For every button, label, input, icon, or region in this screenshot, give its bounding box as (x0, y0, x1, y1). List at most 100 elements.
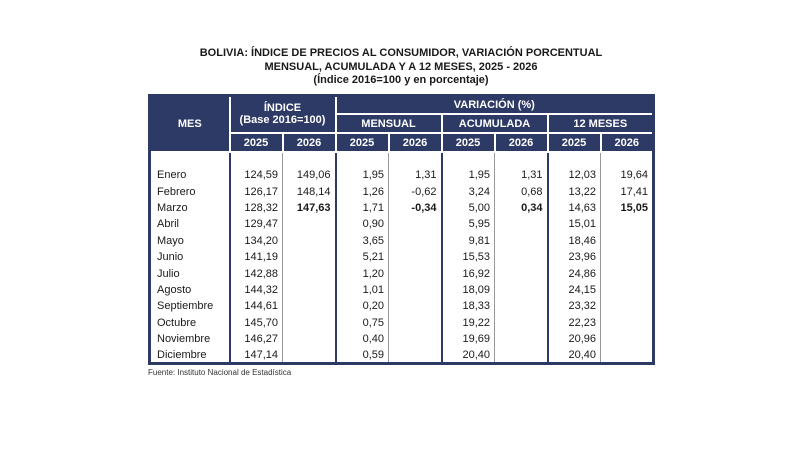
table-row: Diciembre 147,14 0,59 20,40 20,40 (149, 347, 654, 364)
header-acumulada: ACUMULADA (440, 113, 549, 134)
spacer-cell (229, 152, 283, 167)
cell-acumulada_2026 (494, 330, 549, 348)
table-header: MES ÍNDICE (Base 2016=100) VARIACIÓN (%)… (148, 94, 655, 153)
cell-indice_2026: 147,63 (282, 199, 337, 217)
table-spacer-row (149, 152, 654, 167)
table-body: Enero 124,59 149,06 1,95 1,31 1,95 1,31 12,03 19… (149, 152, 654, 364)
table-row: Julio 142,88 1,20 16,92 24,86 (149, 265, 654, 282)
table-row: Septiembre 144,61 0,20 18,33 23,32 (149, 298, 654, 315)
table-row: Febrero 126,17 148,14 1,26 -0,62 3,24 0,68 13,2… (149, 183, 654, 200)
spacer-cell (441, 152, 495, 167)
report-title: BOLIVIA: ÍNDICE DE PRECIOS AL CONSUMIDOR… (148, 47, 654, 88)
header-variacion: VARIACIÓN (%) (334, 94, 655, 115)
cell-meses12_2026 (601, 315, 654, 331)
cell-acumulada_2025: 5,95 (441, 216, 495, 233)
cell-mensual_2025: 0,20 (335, 298, 389, 315)
header-year-12meses-2025: 2025 (546, 132, 602, 153)
cell-acumulada_2025: 1,95 (441, 167, 495, 184)
cell-month: Septiembre (149, 298, 231, 315)
cpi-table: MES ÍNDICE (Base 2016=100) VARIACIÓN (%)… (148, 93, 656, 366)
cell-acumulada_2026 (494, 298, 549, 315)
cell-meses12_2025: 23,96 (547, 248, 601, 266)
cell-meses12_2025: 14,63 (547, 199, 601, 217)
cell-meses12_2025: 15,01 (547, 216, 601, 233)
cell-acumulada_2026 (494, 347, 549, 364)
cell-indice_2025: 145,70 (229, 314, 283, 331)
cell-month: Marzo (149, 199, 231, 217)
cpi-report: BOLIVIA: ÍNDICE DE PRECIOS AL CONSUMIDOR… (148, 47, 656, 378)
source-note: Fuente: Instituto Nacional de Estadístic… (148, 368, 292, 378)
cell-meses12_2026 (601, 216, 654, 232)
header-year-acumulada-2025: 2025 (440, 132, 496, 153)
cell-indice_2025: 147,14 (229, 347, 283, 364)
cell-mensual_2026: -0,34 (388, 199, 443, 217)
cell-acumulada_2025: 16,92 (441, 265, 495, 282)
cell-acumulada_2026 (494, 216, 549, 233)
cell-meses12_2026 (601, 298, 654, 314)
cell-indice_2025: 142,88 (229, 265, 283, 282)
cell-acumulada_2026 (494, 314, 549, 331)
spacer-cell (282, 152, 337, 167)
cell-mensual_2025: 3,65 (335, 232, 389, 249)
header-indice-title: ÍNDICE (263, 102, 302, 115)
cell-acumulada_2025: 15,53 (441, 248, 495, 266)
header-year-12meses-2026: 2026 (599, 132, 655, 153)
cell-meses12_2026 (601, 282, 654, 298)
cell-acumulada_2025: 9,81 (441, 232, 495, 249)
title-line-2: MENSUAL, ACUMULADA Y A 12 MESES, 2025 - … (264, 60, 538, 73)
cell-indice_2026 (282, 248, 337, 266)
cell-meses12_2025: 23,32 (547, 298, 601, 315)
cell-month: Agosto (149, 281, 231, 299)
cell-meses12_2025: 12,03 (547, 167, 601, 184)
header-row-2: MENSUAL ACUMULADA 12 MESES (150, 113, 655, 134)
cell-indice_2025: 129,47 (229, 216, 283, 233)
cell-mensual_2026 (388, 281, 443, 299)
header-row-years: 2025 2026 2025 2026 2025 2026 2025 2026 (150, 132, 655, 153)
spacer-cell (547, 152, 601, 167)
cell-mensual_2026: -0,62 (388, 183, 443, 200)
cell-month: Febrero (149, 183, 231, 200)
cell-month: Enero (149, 167, 231, 184)
cell-meses12_2025: 18,46 (547, 232, 601, 249)
cell-month: Julio (149, 265, 231, 282)
cell-indice_2026 (282, 265, 337, 282)
cell-meses12_2026 (601, 347, 654, 363)
cell-month: Mayo (149, 232, 231, 249)
cell-acumulada_2025: 5,00 (441, 199, 495, 217)
header-year-mensual-2025: 2025 (334, 132, 390, 153)
cell-acumulada_2025: 20,40 (441, 347, 495, 364)
cell-mensual_2026 (388, 265, 443, 282)
header-indice: ÍNDICE (Base 2016=100) (228, 94, 337, 134)
table-row: Abril 129,47 0,90 5,95 15,01 (149, 216, 654, 233)
cell-month: Abril (149, 216, 231, 233)
cell-mensual_2025: 0,40 (335, 330, 389, 348)
cell-indice_2026 (282, 314, 337, 331)
cell-acumulada_2026 (494, 232, 549, 249)
cell-meses12_2026 (601, 249, 654, 265)
table-row: Marzo 128,32 147,63 1,71 -0,34 5,00 0,34 14,63 1… (149, 199, 654, 217)
header-row-1: MES ÍNDICE (Base 2016=100) VARIACIÓN (%) (148, 94, 655, 153)
cell-mensual_2026 (388, 330, 443, 348)
cell-indice_2026: 148,14 (282, 183, 337, 200)
cell-mensual_2025: 1,95 (335, 167, 389, 184)
spacer-cell (149, 152, 231, 167)
cell-indice_2025: 144,32 (229, 281, 283, 299)
cell-mensual_2025: 1,01 (335, 281, 389, 299)
cell-mensual_2025: 1,26 (335, 183, 389, 200)
cell-acumulada_2025: 18,33 (441, 298, 495, 315)
cell-acumulada_2025: 3,24 (441, 183, 495, 200)
cell-indice_2025: 141,19 (229, 248, 283, 266)
cell-meses12_2026: 17,41 (620, 185, 649, 198)
header-12meses: 12 MESES (546, 113, 655, 134)
table-row: Mayo 134,20 3,65 9,81 18,46 (149, 232, 654, 249)
cell-meses12_2026: 19,64 (620, 169, 649, 182)
cell-month: Octubre (149, 314, 231, 331)
cell-acumulada_2026 (494, 281, 549, 299)
cell-indice_2025: 124,59 (229, 167, 283, 184)
header-mensual: MENSUAL (334, 113, 443, 134)
title-line-1: BOLIVIA: ÍNDICE DE PRECIOS AL CONSUMIDOR… (199, 47, 603, 59)
cell-meses12_2025: 24,15 (547, 281, 601, 299)
table-row: Noviembre 146,27 0,40 19,69 20,96 (149, 330, 654, 348)
cell-meses12_2025: 13,22 (547, 183, 601, 200)
cell-mensual_2025: 1,71 (335, 199, 389, 217)
